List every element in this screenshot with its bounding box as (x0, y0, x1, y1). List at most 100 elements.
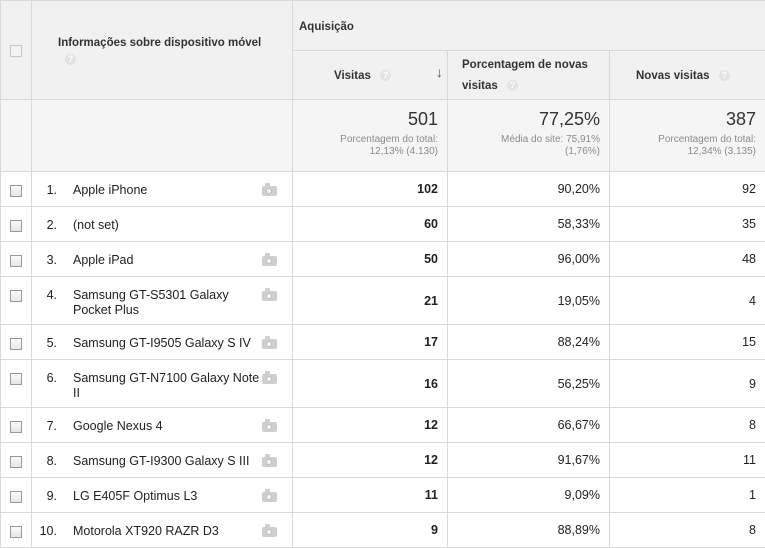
row-checkbox[interactable] (10, 456, 22, 468)
sort-descending-icon[interactable]: ↓ (436, 64, 443, 80)
new-visits-value: 8 (610, 408, 765, 443)
new-visits-value: 15 (610, 325, 765, 360)
table-row[interactable]: 6. Samsung GT-N7100 Galaxy Note II 16 56… (1, 360, 765, 408)
camera-icon[interactable] (262, 527, 277, 537)
visits-help-icon[interactable]: ? (380, 70, 391, 81)
dimension-header-label[interactable]: Informações sobre dispositivo móvel (58, 37, 261, 49)
new-visits-value: 1 (610, 478, 765, 513)
totals-row: 501 Porcentagem do total: 12,13% (4.130)… (1, 100, 765, 172)
new-visits-percent-help-icon[interactable]: ? (507, 80, 518, 91)
row-checkbox-cell (1, 408, 32, 443)
camera-icon[interactable] (262, 186, 277, 196)
new-visits-percent-column-label[interactable]: Porcentagem de novas visitas (462, 59, 588, 92)
table-row[interactable]: 1. Apple iPhone 102 90,20% 92 (1, 172, 765, 207)
table-row[interactable]: 4. Samsung GT-S5301 Galaxy Pocket Plus 2… (1, 277, 765, 325)
table-row[interactable]: 5. Samsung GT-I9505 Galaxy S IV 17 88,24… (1, 325, 765, 360)
device-name-link[interactable]: Samsung GT-N7100 Galaxy Note II (73, 371, 262, 401)
new-visits-column-label[interactable]: Novas visitas (636, 70, 710, 82)
visits-value: 60 (293, 207, 448, 242)
row-checkbox[interactable] (10, 255, 22, 267)
device-name-link[interactable]: Samsung GT-S5301 Galaxy Pocket Plus (73, 288, 262, 318)
row-checkbox-cell (1, 172, 32, 207)
device-cell: 2. (not set) (32, 207, 293, 242)
row-checkbox[interactable] (10, 290, 22, 302)
visits-value: 21 (293, 277, 448, 325)
row-index: 7. (32, 419, 73, 433)
new-visits-percent-value: 9,09% (448, 478, 610, 513)
device-name-link[interactable]: Apple iPad (73, 253, 262, 268)
row-checkbox-cell (1, 513, 32, 548)
table-row[interactable]: 7. Google Nexus 4 12 66,67% 8 (1, 408, 765, 443)
row-checkbox-cell (1, 325, 32, 360)
table-row[interactable]: 8. Samsung GT-I9300 Galaxy S III 12 91,6… (1, 443, 765, 478)
visits-column-header[interactable]: Visitas ? ↓ (293, 51, 448, 100)
new-visits-percent-column-header[interactable]: Porcentagem de novas visitas ? (448, 51, 610, 100)
row-checkbox[interactable] (10, 338, 22, 350)
device-name-link[interactable]: Samsung GT-I9300 Galaxy S III (73, 454, 262, 469)
row-checkbox-cell (1, 242, 32, 277)
row-index: 9. (32, 489, 73, 503)
camera-icon[interactable] (262, 457, 277, 467)
table-row[interactable]: 3. Apple iPad 50 96,00% 48 (1, 242, 765, 277)
device-name-link[interactable]: Apple iPhone (73, 183, 262, 198)
camera-icon[interactable] (262, 492, 277, 502)
dimension-help-icon[interactable]: ? (65, 54, 76, 65)
table-row[interactable]: 9. LG E405F Optimus L3 11 9,09% 1 (1, 478, 765, 513)
row-checkbox-cell (1, 277, 32, 325)
row-checkbox[interactable] (10, 185, 22, 197)
device-cell: 4. Samsung GT-S5301 Galaxy Pocket Plus (32, 277, 293, 325)
device-cell: 3. Apple iPad (32, 242, 293, 277)
row-index: 4. (32, 288, 73, 302)
row-index: 10. (32, 524, 73, 538)
new-visits-percent-value: 58,33% (448, 207, 610, 242)
table-row[interactable]: 2. (not set) 60 58,33% 35 (1, 207, 765, 242)
camera-icon[interactable] (262, 422, 277, 432)
row-index: 1. (32, 183, 73, 197)
device-cell: 5. Samsung GT-I9505 Galaxy S IV (32, 325, 293, 360)
device-name-link[interactable]: Samsung GT-I9505 Galaxy S IV (73, 336, 262, 351)
table-row[interactable]: 10. Motorola XT920 RAZR D3 9 88,89% 8 (1, 513, 765, 548)
row-checkbox[interactable] (10, 421, 22, 433)
visits-value: 12 (293, 443, 448, 478)
device-cell: 9. LG E405F Optimus L3 (32, 478, 293, 513)
row-index: 5. (32, 336, 73, 350)
select-all-cell (1, 1, 32, 100)
totals-visits-value: 501 (293, 100, 447, 130)
device-cell: 8. Samsung GT-I9300 Galaxy S III (32, 443, 293, 478)
visits-column-label[interactable]: Visitas (334, 70, 371, 82)
new-visits-percent-value: 66,67% (448, 408, 610, 443)
dimension-header: Informações sobre dispositivo móvel ? (32, 1, 293, 100)
new-visits-value: 4 (610, 277, 765, 325)
select-all-checkbox[interactable] (10, 45, 22, 57)
row-index: 8. (32, 454, 73, 468)
new-visits-value: 8 (610, 513, 765, 548)
row-checkbox[interactable] (10, 373, 22, 385)
new-visits-value: 9 (610, 360, 765, 408)
camera-icon[interactable] (262, 339, 277, 349)
new-visits-value: 92 (610, 172, 765, 207)
row-checkbox[interactable] (10, 220, 22, 232)
new-visits-percent-value: 91,67% (448, 443, 610, 478)
visits-value: 16 (293, 360, 448, 408)
camera-icon[interactable] (262, 291, 277, 301)
row-index: 6. (32, 371, 73, 385)
new-visits-percent-value: 56,25% (448, 360, 610, 408)
acquisition-group-label: Aquisição (299, 21, 354, 33)
new-visits-help-icon[interactable]: ? (719, 70, 730, 81)
new-visits-percent-value: 19,05% (448, 277, 610, 325)
row-checkbox[interactable] (10, 491, 22, 503)
new-visits-column-header[interactable]: Novas visitas ? (610, 51, 765, 100)
device-name-link[interactable]: Google Nexus 4 (73, 419, 262, 434)
totals-label-cell (32, 100, 293, 172)
device-name-link[interactable]: Motorola XT920 RAZR D3 (73, 524, 262, 539)
device-name-link[interactable]: LG E405F Optimus L3 (73, 489, 262, 504)
totals-visits-cell: 501 Porcentagem do total: 12,13% (4.130) (293, 100, 448, 172)
totals-new-visits-caption: Porcentagem do total: (610, 130, 765, 146)
camera-icon[interactable] (262, 374, 277, 384)
row-checkbox[interactable] (10, 526, 22, 538)
device-cell: 10. Motorola XT920 RAZR D3 (32, 513, 293, 548)
row-checkbox-cell (1, 360, 32, 408)
camera-icon[interactable] (262, 256, 277, 266)
device-name-link[interactable]: (not set) (73, 218, 262, 233)
new-visits-percent-value: 90,20% (448, 172, 610, 207)
